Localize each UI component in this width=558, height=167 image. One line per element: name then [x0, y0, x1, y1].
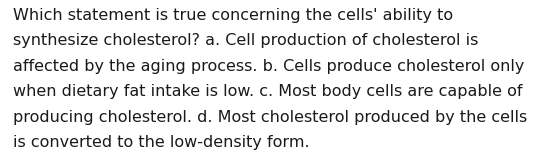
Text: when dietary fat intake is low. c. Most body cells are capable of: when dietary fat intake is low. c. Most …	[13, 84, 522, 99]
Text: is converted to the low-density form.: is converted to the low-density form.	[13, 135, 310, 150]
Text: Which statement is true concerning the cells' ability to: Which statement is true concerning the c…	[13, 8, 453, 23]
Text: affected by the aging process. b. Cells produce cholesterol only: affected by the aging process. b. Cells …	[13, 59, 525, 74]
Text: producing cholesterol. d. Most cholesterol produced by the cells: producing cholesterol. d. Most cholester…	[13, 110, 527, 125]
Text: synthesize cholesterol? a. Cell production of cholesterol is: synthesize cholesterol? a. Cell producti…	[13, 33, 478, 48]
